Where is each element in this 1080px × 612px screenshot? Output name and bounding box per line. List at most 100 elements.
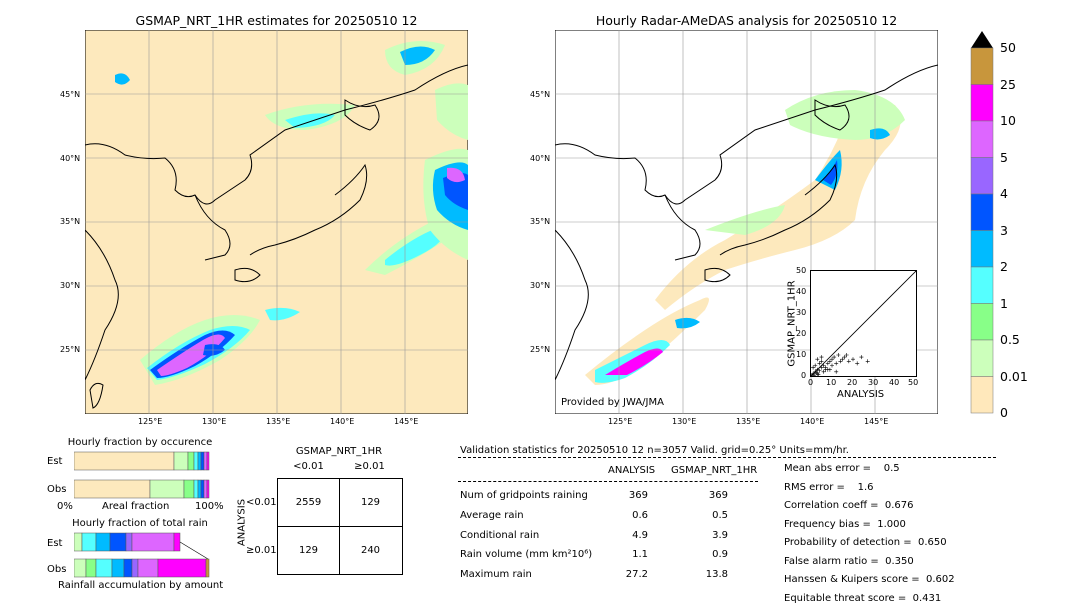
scatter-point: [815, 371, 820, 376]
right-lon-label-140: 140°E: [800, 417, 825, 426]
scatter-point: [817, 361, 822, 366]
total-rain-footer: Rainfall accumulation by amount: [58, 580, 224, 591]
contingency-cell-01: 129: [360, 497, 381, 508]
occurrence-title: Hourly fraction by occurence: [67, 437, 213, 448]
left-lon-label-130: 130°E: [202, 417, 227, 426]
right-map: [555, 30, 938, 414]
right-lat-label-35: 35°N: [530, 217, 551, 226]
scatter-point: [834, 361, 839, 366]
contingency-col-lt: <0.01: [293, 461, 324, 472]
contingency-cell-10: 129: [298, 545, 319, 556]
colorbar-band: [970, 157, 994, 195]
right-lon-label-130: 130°E: [672, 417, 697, 426]
validation-row-label: Average rain: [460, 510, 524, 521]
scatter-xlabel: ANALYSIS: [837, 389, 885, 400]
validation-row-analysis: 27.2: [625, 569, 648, 580]
scatter-ytick-0: 0: [801, 371, 807, 380]
contingency-row-ge: ≥0.01: [246, 545, 277, 556]
contingency-cell-00: 2559: [295, 497, 322, 508]
colorbar-label: 0: [1000, 405, 1008, 420]
validation-row-analysis: 369: [628, 490, 648, 501]
scatter-ytick-20: 20: [796, 329, 807, 338]
total-rain-title: Hourly fraction of total rain: [72, 518, 208, 529]
validation-row-gsmap: 369: [708, 490, 728, 501]
scatter-point: [830, 357, 834, 362]
scatter-point: [855, 361, 860, 366]
scatter-point: [834, 369, 839, 374]
right-lon-label-135: 135°E: [736, 417, 761, 426]
validation-row-analysis: 1.1: [632, 549, 648, 560]
scatter-xtick-10: 10: [826, 378, 837, 387]
right-coastlines: [555, 64, 938, 381]
right-lon-label-145: 145°E: [864, 417, 889, 426]
scatter-point: [827, 367, 832, 372]
total-rain-est-bar: [74, 532, 209, 560]
validation-subdivider: [458, 481, 758, 482]
validation-row-gsmap: 13.8: [705, 569, 728, 580]
colorbar-label: 2: [1000, 259, 1008, 274]
validation-score: Equitable threat score = 0.431: [784, 592, 942, 604]
scatter-xtick-0: 0: [808, 378, 814, 387]
colorbar-label: 50: [1000, 40, 1016, 55]
occurrence-axis-right: 100%: [195, 501, 224, 512]
scatter-point: [819, 365, 824, 370]
colorbar-label: 5: [1000, 149, 1008, 165]
colorbar-label: 3: [1000, 222, 1008, 238]
right-lat-label-40: 40°N: [530, 154, 551, 163]
scatter-points: [810, 353, 870, 378]
occurrence-row-est: Est: [47, 456, 63, 467]
right-lat-label-45: 45°N: [530, 90, 551, 99]
scatter-point: [815, 357, 820, 362]
left-lat-label-25: 25°N: [60, 345, 81, 354]
occurrence-bars: [74, 451, 210, 499]
scatter-point: [859, 355, 864, 360]
colorbar-band: [970, 303, 994, 341]
scatter-ytick-50: 50: [796, 266, 807, 275]
colorbar-label: 0.5: [1000, 332, 1020, 347]
colorbar-label: 4: [1000, 186, 1008, 201]
scatter-ytick-30: 30: [796, 308, 807, 317]
scatter-xtick-20: 20: [847, 378, 858, 387]
validation-score: Mean abs error = 0.5: [784, 463, 900, 474]
colorbar-label: 1: [1000, 295, 1008, 311]
left-lon-label-145: 145°E: [394, 417, 419, 426]
scatter-point: [832, 355, 837, 360]
validation-col-analysis: ANALYSIS: [608, 465, 656, 476]
colorbar-band: [970, 120, 994, 158]
occurrence-axis-mid: Areal fraction: [102, 501, 170, 512]
left-lat-label-45: 45°N: [60, 90, 81, 99]
colorbar-band: [970, 47, 994, 85]
left-coastlines: [85, 64, 468, 409]
scatter-xtick-30: 30: [868, 378, 879, 387]
scatter-xtick-40: 40: [889, 378, 900, 387]
validation-row-label: Num of gridpoints raining: [460, 490, 588, 501]
scatter-svg: [810, 270, 917, 378]
scatter-ytick-40: 40: [796, 287, 807, 296]
scatter-point: [815, 367, 820, 372]
left-lat-label-35: 35°N: [60, 217, 81, 226]
left-lon-label-140: 140°E: [330, 417, 355, 426]
scatter-point: [827, 359, 832, 364]
contingency-col-ge: ≥0.01: [354, 461, 385, 472]
scatter-point: [844, 353, 849, 357]
scatter-ylabel: GSMAP_NRT_1HR: [786, 280, 798, 367]
total-rain-bars: [74, 532, 210, 578]
scatter-point: [821, 363, 826, 368]
scatter-point: [865, 359, 870, 364]
scatter-point: [817, 368, 822, 373]
scatter-plot-area: [810, 270, 917, 378]
colorbar-band: [970, 266, 994, 304]
occurrence-obs-bar: [74, 479, 210, 499]
left-lon-label-135: 135°E: [266, 417, 291, 426]
scatter-point: [819, 355, 824, 360]
validation-row-gsmap: 3.9: [712, 530, 728, 541]
colorbar-band: [970, 230, 994, 268]
left-rain-areas: [115, 41, 468, 385]
scatter-point: [823, 365, 828, 370]
scatter-point: [813, 363, 818, 368]
colorbar-label: 0.01: [1000, 368, 1028, 384]
contingency-cell-11: 240: [360, 545, 381, 556]
validation-row-gsmap: 0.9: [712, 549, 728, 560]
validation-col-gsmap: GSMAP_NRT_1HR: [671, 465, 758, 476]
validation-score: Hanssen & Kuipers score = 0.602: [784, 574, 955, 585]
